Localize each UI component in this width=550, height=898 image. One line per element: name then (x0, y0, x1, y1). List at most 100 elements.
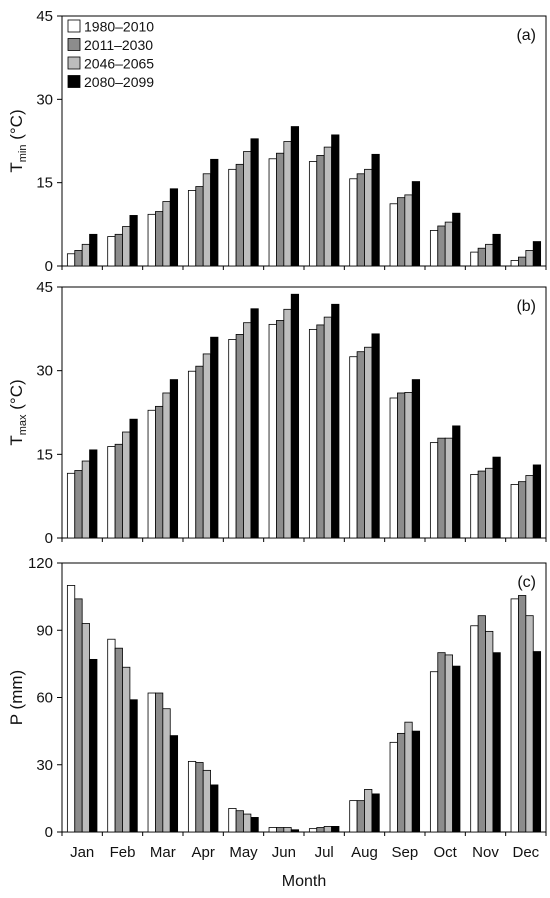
bar-dec-series-4 (532, 464, 542, 539)
bar-apr-series-2 (195, 762, 204, 833)
bar-nov-series-2 (477, 470, 486, 539)
legend: 1980–2010 2011–2030 2046–2065 2080–2099 (67, 19, 154, 90)
bar-oct-series-1 (429, 442, 439, 539)
bar-apr-series-4 (210, 336, 219, 539)
bar-dec-series-2 (518, 595, 527, 833)
bar-apr-series-1 (187, 370, 197, 539)
bar-jan-series-1 (66, 472, 76, 539)
bar-sep-series-2 (397, 732, 406, 833)
bar-oct-series-3 (444, 221, 453, 267)
bar-dec-series-1 (510, 484, 519, 539)
bar-jul-series-2 (316, 324, 325, 539)
bar-may-series-4 (250, 308, 259, 539)
bar-feb-series-1 (107, 638, 116, 833)
bar-nov-series-3 (485, 630, 494, 833)
y-tick-label: 15 (36, 446, 53, 463)
panel-tag: (b) (516, 298, 536, 315)
bar-jun-series-3 (283, 141, 292, 267)
bar-dec-series-1 (510, 598, 519, 833)
bar-aug-series-2 (356, 173, 365, 267)
bar-jan-series-3 (81, 460, 90, 539)
bar-oct-series-1 (429, 230, 439, 267)
bar-aug-series-3 (364, 789, 373, 833)
bar-apr-series-1 (187, 190, 197, 267)
month-label-sep: Sep (391, 844, 418, 861)
bar-sep-series-3 (404, 392, 413, 539)
legend-label-4: 2080–2099 (84, 74, 154, 90)
bar-sep-series-4 (411, 730, 421, 833)
bar-nov-series-1 (470, 251, 479, 267)
y-tick-label: 15 (36, 175, 53, 192)
bar-apr-series-1 (187, 760, 197, 833)
bar-may-series-3 (243, 151, 252, 267)
legend-swatch-2 (67, 38, 81, 51)
bar-nov-series-1 (470, 625, 479, 833)
bar-feb-series-4 (129, 418, 138, 539)
bar-sep-series-4 (411, 181, 421, 267)
bar-oct-series-2 (437, 437, 446, 539)
y-tick-label: 30 (36, 91, 53, 108)
bar-aug-series-3 (364, 168, 373, 267)
bar-may-series-4 (250, 138, 259, 267)
bar-mar-series-3 (162, 201, 171, 267)
bar-apr-series-3 (202, 353, 211, 539)
bar-may-series-4 (250, 817, 259, 833)
panel-1: 0 15 30 45 (a) Tmin (°C) (7, 8, 547, 275)
bar-nov-series-4 (492, 233, 501, 267)
month-tick-labels: Jan Feb Mar Apr May Jun Jul Aug Sep Oct Nov Dec (70, 844, 540, 861)
month-label-apr: Apr (191, 844, 214, 861)
bar-dec-series-4 (532, 241, 542, 267)
y-tick-label: 0 (45, 258, 53, 275)
bar-may-series-2 (235, 334, 244, 539)
bar-jan-series-1 (66, 253, 76, 267)
bar-mar-series-4 (169, 735, 179, 833)
bar-sep-series-2 (397, 197, 406, 267)
bar-apr-series-2 (195, 365, 204, 539)
bar-jan-series-2 (74, 470, 83, 539)
panel-3: 0 30 60 90 120 (c) P (mm) (7, 555, 547, 841)
bar-jan-series-2 (74, 598, 83, 833)
bar-jul-series-1 (308, 161, 318, 267)
bar-feb-series-4 (129, 215, 138, 267)
bar-jul-series-2 (316, 155, 325, 267)
bar-dec-series-2 (518, 481, 527, 539)
bar-mar-series-1 (147, 409, 156, 539)
panel-tag: (a) (516, 27, 536, 44)
bar-jul-series-4 (331, 134, 340, 267)
bar-sep-series-1 (389, 203, 398, 267)
bar-apr-series-3 (202, 769, 211, 833)
bar-nov-series-2 (477, 247, 486, 267)
bar-oct-series-2 (437, 652, 446, 833)
bar-oct-series-4 (452, 665, 461, 833)
y-tick-label: 30 (36, 757, 53, 774)
bar-nov-series-1 (470, 474, 479, 539)
bar-aug-series-1 (349, 178, 358, 267)
bar-feb-series-2 (114, 233, 123, 267)
bar-aug-series-3 (364, 346, 373, 539)
bar-jun-series-3 (283, 827, 292, 833)
legend-swatch-3 (67, 56, 81, 70)
bar-jul-series-4 (331, 826, 340, 833)
bar-oct-series-4 (452, 425, 461, 539)
bar-aug-series-2 (356, 800, 365, 833)
bar-feb-series-2 (114, 647, 123, 833)
bar-jan-series-4 (89, 233, 98, 267)
panels-layer: 0 15 30 45 (a) Tmin (°C) 0 15 30 45 (b) Tmax (°C) 0 3… (7, 8, 547, 841)
bar-jul-series-4 (331, 303, 340, 539)
month-label-jan: Jan (70, 844, 94, 861)
bar-may-series-2 (235, 163, 244, 267)
bar-jun-series-4 (290, 126, 300, 267)
bar-jan-series-4 (89, 449, 98, 539)
bar-jun-series-1 (268, 158, 277, 267)
x-axis-label: Month (282, 873, 326, 890)
bar-sep-series-1 (389, 397, 398, 539)
y-tick-label: 120 (28, 555, 53, 572)
bar-oct-series-1 (429, 671, 439, 833)
bar-may-series-1 (228, 808, 237, 833)
month-label-jul: Jul (315, 844, 334, 861)
bar-jun-series-4 (290, 829, 300, 833)
y-tick-label: 0 (45, 824, 53, 841)
bar-aug-series-1 (349, 356, 358, 539)
bar-nov-series-4 (492, 652, 501, 833)
